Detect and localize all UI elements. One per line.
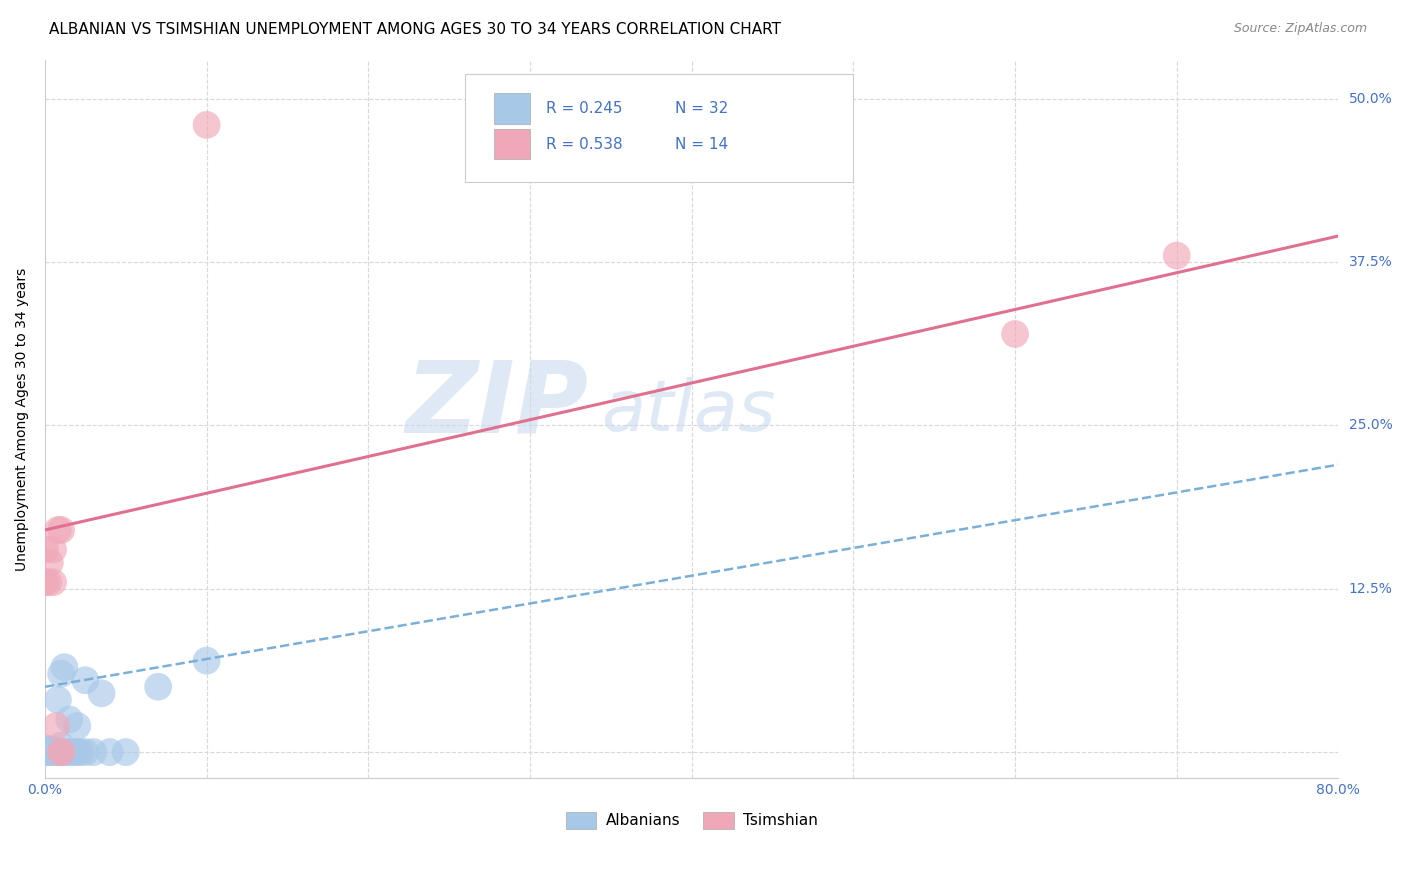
Point bbox=[75, 745, 97, 759]
Point bbox=[42, 542, 65, 557]
Point bbox=[53, 660, 76, 674]
Point bbox=[55, 745, 77, 759]
Point bbox=[49, 523, 72, 537]
Text: N = 14: N = 14 bbox=[675, 136, 728, 152]
Point bbox=[49, 745, 72, 759]
Point bbox=[42, 742, 65, 756]
Point bbox=[37, 745, 59, 759]
Point bbox=[45, 719, 67, 733]
Point bbox=[63, 745, 86, 759]
FancyBboxPatch shape bbox=[465, 74, 853, 182]
Text: R = 0.245: R = 0.245 bbox=[546, 101, 621, 116]
Point bbox=[195, 654, 218, 668]
Point bbox=[34, 742, 56, 756]
Point bbox=[75, 673, 97, 688]
Point bbox=[46, 745, 69, 759]
Text: 25.0%: 25.0% bbox=[1348, 418, 1392, 433]
Text: 50.0%: 50.0% bbox=[1348, 92, 1392, 106]
Text: 37.5%: 37.5% bbox=[1348, 255, 1392, 269]
Point bbox=[34, 575, 56, 590]
Text: ALBANIAN VS TSIMSHIAN UNEMPLOYMENT AMONG AGES 30 TO 34 YEARS CORRELATION CHART: ALBANIAN VS TSIMSHIAN UNEMPLOYMENT AMONG… bbox=[49, 22, 782, 37]
Point bbox=[45, 745, 67, 759]
Point bbox=[69, 745, 91, 759]
Point bbox=[41, 745, 63, 759]
Text: ZIP: ZIP bbox=[405, 356, 588, 453]
Point bbox=[42, 575, 65, 590]
Point bbox=[34, 745, 56, 759]
Point bbox=[37, 745, 59, 759]
Legend: Albanians, Tsimshian: Albanians, Tsimshian bbox=[560, 805, 824, 835]
Point bbox=[82, 745, 104, 759]
Point bbox=[66, 745, 89, 759]
Y-axis label: Unemployment Among Ages 30 to 34 years: Unemployment Among Ages 30 to 34 years bbox=[15, 268, 30, 571]
Point bbox=[42, 745, 65, 759]
Point bbox=[90, 686, 112, 700]
Point bbox=[34, 745, 56, 759]
Point bbox=[34, 542, 56, 557]
Text: atlas: atlas bbox=[602, 377, 776, 446]
Point bbox=[1166, 249, 1188, 263]
Point bbox=[49, 666, 72, 681]
Point bbox=[98, 745, 121, 759]
Point bbox=[46, 523, 69, 537]
Point bbox=[49, 745, 72, 759]
Point bbox=[37, 575, 59, 590]
Point bbox=[58, 713, 80, 727]
FancyBboxPatch shape bbox=[494, 94, 530, 124]
Text: N = 32: N = 32 bbox=[675, 101, 728, 116]
Point bbox=[34, 741, 56, 756]
Text: Source: ZipAtlas.com: Source: ZipAtlas.com bbox=[1233, 22, 1367, 36]
Point bbox=[195, 118, 218, 132]
Point bbox=[58, 745, 80, 759]
Point bbox=[38, 556, 60, 570]
Text: 12.5%: 12.5% bbox=[1348, 582, 1392, 596]
FancyBboxPatch shape bbox=[494, 129, 530, 160]
Text: R = 0.538: R = 0.538 bbox=[546, 136, 623, 152]
Point bbox=[1004, 326, 1026, 341]
Point bbox=[66, 719, 89, 733]
Point bbox=[49, 745, 72, 759]
Point bbox=[114, 745, 136, 759]
Point bbox=[49, 739, 72, 753]
Point bbox=[146, 680, 169, 694]
Point bbox=[34, 745, 56, 759]
Point bbox=[46, 693, 69, 707]
